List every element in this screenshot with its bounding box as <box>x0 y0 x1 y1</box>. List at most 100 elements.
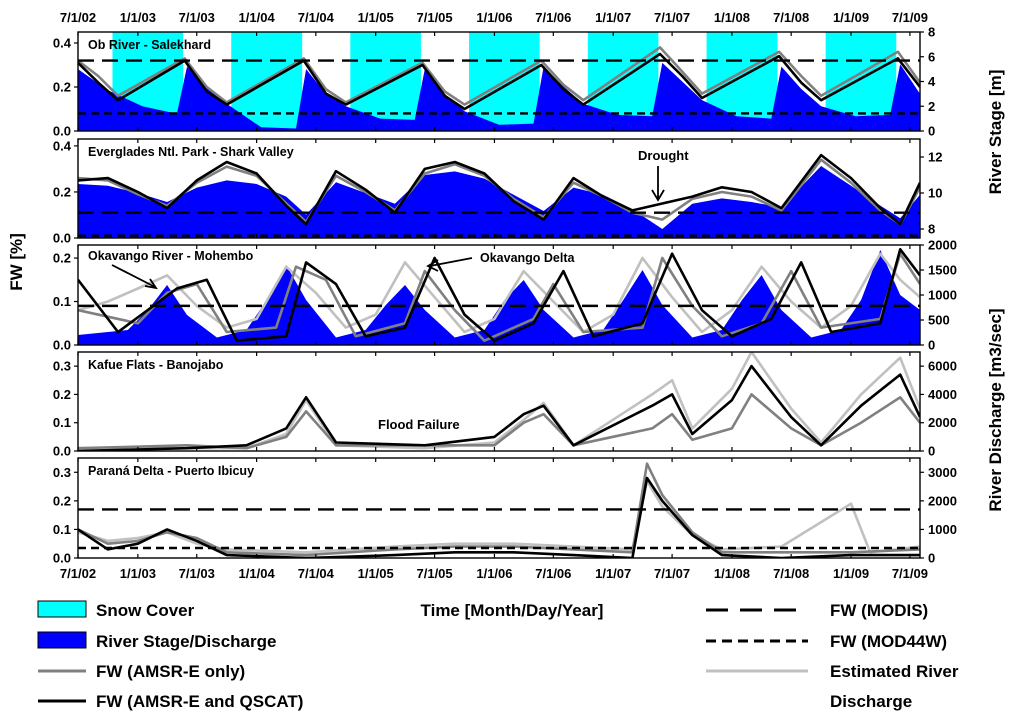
x-tick-label-top: 7/1/08 <box>773 10 809 25</box>
panel-title: Everglades Ntl. Park - Shark Valley <box>88 145 294 159</box>
legend-swatch-snow <box>37 600 87 618</box>
fw-tick-label: 0.4 <box>53 138 72 153</box>
x-tick-label-top: 7/1/09 <box>892 10 928 25</box>
right-tick-label: 0 <box>928 551 935 566</box>
annotation-drought-arrow <box>651 166 665 202</box>
annotation-flood-failure: Flood Failure <box>378 417 460 432</box>
right-tick-label: 2000 <box>928 493 957 508</box>
fw-tick-label: 0.0 <box>53 338 71 353</box>
fw-tick-label: 0.3 <box>53 465 71 480</box>
x-tick-label-top: 7/1/06 <box>535 10 571 25</box>
fw-tick-label: 0.1 <box>53 294 71 309</box>
y-axis-label-right-top: River Stage [m] <box>986 70 1005 195</box>
x-tick-label-bottom: 1/1/04 <box>239 566 276 581</box>
right-tick-label: 2000 <box>928 415 957 430</box>
x-tick-label-bottom: 7/1/07 <box>654 566 690 581</box>
fw-amsre-qscat-line <box>78 248 920 342</box>
panel-title: Ob River - Salekhard <box>88 38 211 52</box>
fw-amsre-qscat-line <box>78 364 920 451</box>
fw-tick-label: 0.0 <box>53 231 71 246</box>
panel-frame <box>77 457 921 559</box>
annotation-drought: Drought <box>638 148 689 163</box>
panel-frame <box>77 138 921 239</box>
fw-amsre-qscat-line <box>78 153 920 226</box>
right-tick-label: 500 <box>928 313 950 328</box>
x-tick-label-bottom: 1/1/09 <box>833 566 869 581</box>
panel-5: 0.0 0.1 0.2 0.3 0 1000 2000 3000 Paraná Delta - … <box>53 457 957 566</box>
right-tick-label: 2 <box>928 99 935 114</box>
x-tick-label-bottom: 7/1/09 <box>892 566 928 581</box>
right-tick-label: 8 <box>928 222 935 237</box>
panel-3: 0.0 0.1 0.2 0 500 1000 1500 2000 <box>53 238 957 353</box>
annotation-okavango-river: Okavango River - Mohembo <box>88 249 254 263</box>
x-tick-label-top: 7/1/02 <box>60 10 96 25</box>
right-tick-label: 12 <box>928 150 942 165</box>
x-tick-label-top: 7/1/04 <box>298 10 335 25</box>
right-tick-label: 0 <box>928 338 935 353</box>
legend: Snow Cover River Stage/Discharge FW (AMS… <box>37 600 959 711</box>
x-tick-label-top: 7/1/07 <box>654 10 690 25</box>
legend-label-amsre-only: FW (AMSR-E only) <box>96 662 245 681</box>
fw-tick-label: 0.2 <box>53 387 71 402</box>
panel-title: Kafue Flats - Banojabo <box>88 358 224 372</box>
annotation-okavango-delta: Okavango Delta <box>480 251 576 265</box>
right-tick-label: 8 <box>928 25 935 40</box>
x-tick-label-bottom: 7/1/05 <box>417 566 453 581</box>
fw-amsre-qscat-line <box>78 52 920 111</box>
panel-2: 0.0 0.2 0.4 8 10 12 Everglades Ntl. Park - Sha… <box>53 138 942 246</box>
right-tick-label: 4000 <box>928 387 957 402</box>
x-tick-label-bottom: 7/1/02 <box>60 566 96 581</box>
right-tick-label: 6 <box>928 49 935 64</box>
x-tick-label-bottom: 1/1/07 <box>595 566 631 581</box>
panel-frame <box>77 351 921 452</box>
x-tick-label-bottom: 7/1/04 <box>298 566 335 581</box>
y-axis-label-right-bottom: River Discharge [m3/sec] <box>986 308 1005 511</box>
x-tick-label-bottom: 7/1/08 <box>773 566 809 581</box>
fw-tick-label: 0.3 <box>53 359 71 374</box>
x-tick-label-bottom: 1/1/05 <box>358 566 394 581</box>
panel-title: Paraná Delta - Puerto Ibicuy <box>88 464 254 478</box>
annotation-okavango-river-arrow <box>111 264 158 290</box>
right-tick-label: 1000 <box>928 288 957 303</box>
fw-tick-label: 0.2 <box>53 251 71 266</box>
fw-tick-label: 0.1 <box>53 522 71 537</box>
panel-plot-area-5 <box>78 462 920 558</box>
fw-tick-label: 0.2 <box>53 493 71 508</box>
annotation-okavango-delta-arrow <box>426 257 473 272</box>
fw-tick-label: 0.0 <box>53 124 71 139</box>
x-tick-label-bottom: 7/1/06 <box>535 566 571 581</box>
x-tick-label-bottom: 1/1/06 <box>476 566 512 581</box>
right-tick-label: 0 <box>928 444 935 459</box>
right-tick-label: 6000 <box>928 359 957 374</box>
x-tick-label-bottom: 1/1/08 <box>714 566 750 581</box>
fw-tick-label: 0.2 <box>53 80 71 95</box>
panel-1: 0.0 0.2 0.4 0 2 4 6 8 Ob River - Salekhard <box>53 25 936 139</box>
x-tick-label-top: 1/1/06 <box>476 10 512 25</box>
x-tick-label-top: 1/1/07 <box>595 10 631 25</box>
fw-tick-label: 0.2 <box>53 184 71 199</box>
x-tick-label-top: 1/1/08 <box>714 10 750 25</box>
y-axis-label-left: FW [%] <box>7 233 26 291</box>
legend-label-stage: River Stage/Discharge <box>96 632 276 651</box>
x-tick-label-top: 7/1/05 <box>417 10 453 25</box>
x-tick-label-bottom: 1/1/03 <box>120 566 156 581</box>
fw-tick-label: 0.0 <box>53 444 71 459</box>
panels: 0.0 0.2 0.4 0 2 4 6 8 Ob River - Salekhard 0.0 0.2… <box>53 25 957 566</box>
right-tick-label: 1000 <box>928 522 957 537</box>
x-tick-label-top: 1/1/05 <box>358 10 394 25</box>
x-tick-label-top: 1/1/04 <box>239 10 276 25</box>
panel-plot-area-1 <box>78 32 920 131</box>
x-tick-label-top: 1/1/03 <box>120 10 156 25</box>
x-axis-ticks: 7/1/02 7/1/02 1/1/03 1/1/03 7/1/03 7/1/03 1/1/… <box>60 10 928 581</box>
river-discharge-area <box>78 250 920 345</box>
legend-label-amsre-qscat: FW (AMSR-E and QSCAT) <box>96 692 303 711</box>
x-axis-label: Time [Month/Day/Year] <box>421 601 604 620</box>
fw-tick-label: 0.0 <box>53 551 71 566</box>
panel-plot-area-3 <box>78 248 920 345</box>
fw-amsre-only-line <box>78 462 920 557</box>
right-tick-label: 4 <box>928 74 936 89</box>
x-tick-label-top: 7/1/03 <box>179 10 215 25</box>
x-tick-label-top: 1/1/09 <box>833 10 869 25</box>
fw-tick-label: 0.4 <box>53 36 72 51</box>
